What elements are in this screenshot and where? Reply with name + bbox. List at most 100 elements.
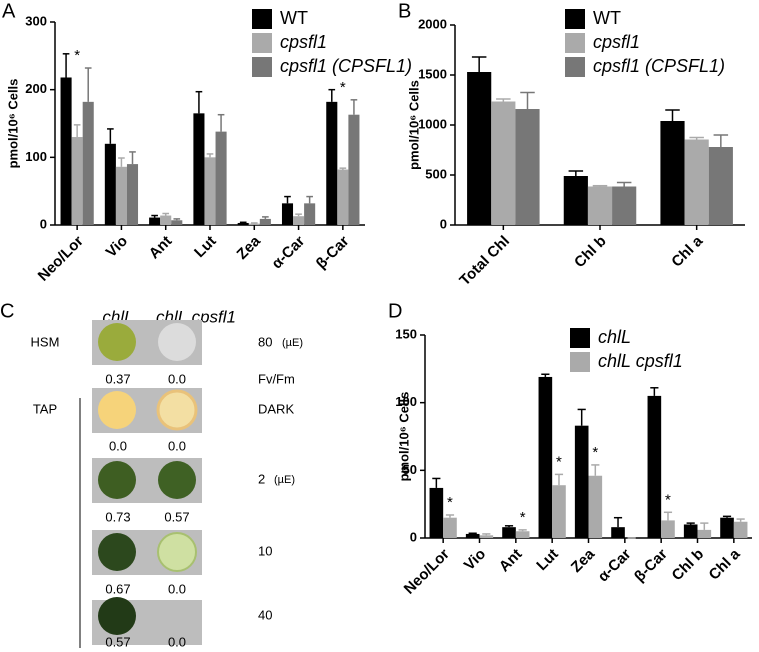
legend-label: chlL cpsfl1 bbox=[598, 351, 683, 371]
y-tick-label: 500 bbox=[425, 166, 447, 181]
x-tick-label: Chl a bbox=[706, 545, 744, 583]
colony bbox=[158, 323, 196, 361]
fvfm-value: 0.67 bbox=[105, 581, 130, 596]
x-tick-label: Vio bbox=[461, 546, 489, 574]
panel-c: C chlL chlL cpsfl1 HSM 80 (µE) 0.37 0.0 … bbox=[0, 300, 303, 649]
bar bbox=[281, 203, 294, 225]
bar bbox=[647, 395, 662, 538]
y-tick-label: 150 bbox=[395, 326, 417, 341]
bar bbox=[587, 186, 613, 225]
fvfm-value: 0.0 bbox=[109, 438, 127, 453]
x-tick-label: Lut bbox=[533, 546, 562, 575]
bar bbox=[104, 143, 116, 225]
bar bbox=[160, 215, 172, 225]
colony bbox=[158, 461, 196, 499]
bar bbox=[82, 101, 94, 225]
x-tick-label: β-Car bbox=[313, 233, 353, 273]
colony bbox=[157, 532, 197, 572]
bar bbox=[660, 121, 685, 225]
x-tick-label: Total Chl bbox=[456, 233, 513, 290]
bar bbox=[733, 521, 748, 538]
y-axis-label: pmol/10⁶ Cells bbox=[406, 80, 421, 170]
x-tick-label: Ant bbox=[496, 546, 526, 576]
annotation: * bbox=[340, 79, 346, 96]
y-tick-label: 2000 bbox=[418, 16, 447, 31]
annotation: * bbox=[447, 494, 453, 511]
bar bbox=[443, 517, 457, 538]
annotation: * bbox=[592, 444, 598, 461]
panel-letter: D bbox=[388, 300, 402, 322]
bar bbox=[720, 517, 734, 538]
bar bbox=[611, 527, 625, 538]
y-tick-label: 100 bbox=[25, 149, 47, 164]
fvfm-value: 0.57 bbox=[164, 509, 189, 524]
legend-swatch bbox=[570, 352, 590, 372]
y-axis-label: pmol/10⁶ Cells bbox=[396, 392, 411, 482]
legend-label: cpsfl1 bbox=[593, 32, 640, 52]
bar bbox=[304, 203, 316, 225]
x-tick-label: Neo/Lor bbox=[401, 546, 453, 598]
light-label: 40 bbox=[258, 607, 272, 622]
legend-label: cpsfl1 (CPSFL1) bbox=[593, 56, 725, 76]
bar bbox=[215, 131, 227, 225]
bar bbox=[71, 137, 83, 225]
unit-label: (µE) bbox=[282, 337, 303, 349]
legend-label: cpsfl1 (CPSFL1) bbox=[280, 56, 412, 76]
bar bbox=[588, 475, 603, 538]
legend-swatch bbox=[252, 9, 272, 29]
y-tick-label: 1000 bbox=[418, 116, 447, 131]
annotation: * bbox=[520, 509, 526, 526]
x-tick-label: Chl a bbox=[668, 232, 706, 270]
bar bbox=[248, 223, 260, 225]
bar bbox=[337, 169, 349, 225]
bar bbox=[612, 186, 637, 225]
annotation: * bbox=[556, 453, 562, 470]
legend-label: WT bbox=[280, 8, 308, 28]
colony bbox=[98, 533, 136, 571]
bar bbox=[259, 218, 271, 225]
colony bbox=[156, 389, 198, 431]
legend-swatch bbox=[565, 33, 585, 53]
legend-swatch bbox=[252, 57, 272, 77]
bar bbox=[661, 520, 675, 538]
y-tick-label: 200 bbox=[25, 81, 47, 96]
legend-swatch bbox=[565, 9, 585, 29]
fvfm-value: 0.0 bbox=[168, 581, 186, 596]
bar bbox=[429, 487, 444, 538]
fvfm-value: 0.0 bbox=[168, 371, 186, 386]
medium-label: HSM bbox=[31, 334, 60, 349]
y-tick-label: 0 bbox=[440, 216, 447, 231]
x-tick-label: Ant bbox=[146, 233, 176, 263]
legend-label: chlL bbox=[598, 327, 631, 347]
x-tick-label: Zea bbox=[568, 545, 599, 576]
fvfm-value: 0.37 bbox=[105, 371, 130, 386]
bar bbox=[149, 217, 161, 225]
panel-letter: A bbox=[2, 0, 16, 22]
light-label: 10 bbox=[258, 543, 272, 558]
panel-letter: B bbox=[398, 0, 411, 22]
x-tick-label: α-Car bbox=[595, 546, 635, 586]
x-tick-label: β-Car bbox=[631, 546, 671, 586]
y-tick-label: 100 bbox=[395, 394, 417, 409]
fvfm-label: Fv/Fm bbox=[258, 371, 295, 386]
bar bbox=[465, 533, 480, 538]
fvfm-value: 0.0 bbox=[168, 438, 186, 453]
bar bbox=[193, 113, 205, 225]
bar bbox=[574, 425, 589, 538]
colony bbox=[98, 461, 136, 499]
y-tick-label: 0 bbox=[40, 216, 47, 231]
bar bbox=[684, 139, 709, 225]
y-tick-label: 50 bbox=[403, 462, 417, 477]
annotation: * bbox=[74, 47, 80, 64]
annotation: * bbox=[665, 491, 671, 508]
bar bbox=[563, 176, 588, 225]
bar bbox=[171, 220, 183, 225]
y-tick-label: 1500 bbox=[418, 66, 447, 81]
bar bbox=[515, 531, 530, 538]
panel-letter: C bbox=[0, 300, 14, 322]
x-tick-label: Chl b bbox=[669, 546, 708, 585]
x-tick-label: α-Car bbox=[268, 233, 308, 273]
bar bbox=[683, 524, 698, 538]
